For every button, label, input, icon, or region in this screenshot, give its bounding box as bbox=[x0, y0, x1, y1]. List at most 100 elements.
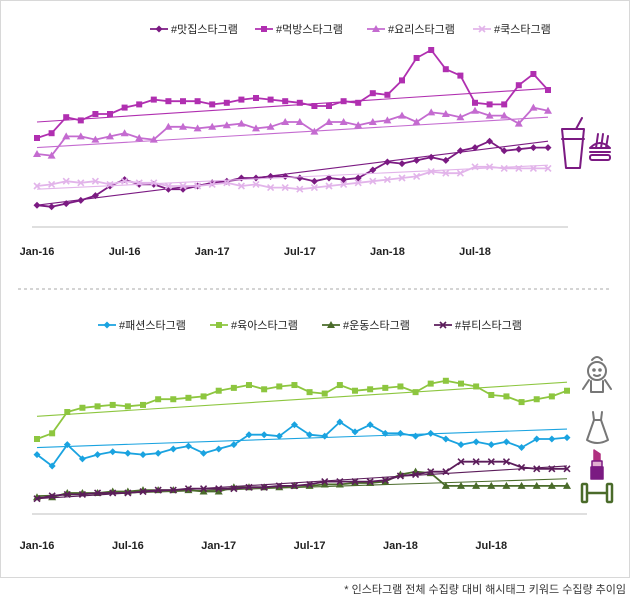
data-point bbox=[398, 160, 406, 168]
data-point bbox=[281, 184, 289, 192]
data-point bbox=[34, 135, 40, 141]
data-point bbox=[396, 429, 404, 437]
series-1 bbox=[33, 137, 552, 211]
data-point bbox=[517, 481, 526, 489]
data-point bbox=[351, 428, 359, 436]
data-point bbox=[515, 82, 522, 89]
data-point bbox=[412, 432, 420, 440]
data-point bbox=[261, 386, 268, 393]
data-point bbox=[529, 144, 537, 152]
data-point bbox=[200, 485, 208, 493]
data-point bbox=[457, 441, 465, 449]
data-point bbox=[194, 182, 202, 190]
legend-marker bbox=[327, 321, 335, 328]
data-point bbox=[532, 481, 541, 489]
drink-food-icon bbox=[561, 117, 611, 169]
data-point bbox=[501, 101, 508, 108]
legend-marker bbox=[372, 25, 380, 32]
data-point bbox=[529, 103, 538, 111]
data-point bbox=[208, 122, 217, 130]
x-tick-label: Jul-18 bbox=[475, 540, 507, 552]
data-point bbox=[530, 71, 537, 77]
data-point bbox=[296, 99, 303, 106]
data-point bbox=[306, 480, 314, 489]
data-point bbox=[321, 390, 328, 397]
data-point bbox=[199, 487, 208, 495]
data-point bbox=[442, 66, 449, 73]
data-point bbox=[563, 481, 571, 489]
data-point bbox=[106, 180, 114, 188]
data-point bbox=[310, 127, 319, 135]
baby-icon bbox=[582, 356, 612, 393]
data-point bbox=[533, 435, 541, 443]
legend-marker bbox=[439, 321, 447, 329]
data-point bbox=[63, 441, 71, 449]
data-point bbox=[428, 47, 435, 53]
data-point bbox=[180, 98, 186, 105]
data-point bbox=[472, 438, 480, 446]
data-point bbox=[276, 383, 283, 390]
x-tick-label: Jan-18 bbox=[370, 246, 405, 258]
series-line bbox=[36, 460, 567, 500]
data-point bbox=[64, 409, 71, 416]
data-point bbox=[533, 465, 541, 473]
data-point bbox=[253, 95, 259, 101]
data-point bbox=[544, 164, 552, 172]
data-point bbox=[369, 90, 376, 97]
chart-panel-lifestyle: Jan-16 Jul-16 Jan-17 Jul-17 Jan-18 Jul-18 #패션스… bbox=[20, 319, 587, 552]
data-point bbox=[563, 465, 571, 473]
data-point bbox=[518, 463, 526, 471]
data-point bbox=[275, 482, 283, 490]
data-point bbox=[291, 382, 298, 389]
legend-label: #운동스타그램 bbox=[343, 319, 410, 332]
data-point bbox=[502, 481, 511, 489]
data-point bbox=[94, 451, 102, 459]
data-point bbox=[367, 386, 374, 393]
data-point bbox=[193, 124, 202, 132]
x-tick-label: Jul-17 bbox=[284, 246, 316, 258]
chart-panel-food: Jan-16 Jul-16 Jan-17 Jul-17 Jan-18 Jul-18 #맛집스… bbox=[20, 23, 568, 258]
data-point bbox=[456, 147, 464, 155]
data-point bbox=[310, 184, 318, 192]
data-point bbox=[275, 432, 283, 440]
data-point bbox=[267, 96, 274, 103]
data-point bbox=[149, 135, 158, 143]
data-point bbox=[564, 387, 570, 394]
legend-marker bbox=[261, 26, 267, 32]
data-point bbox=[77, 196, 85, 204]
data-point bbox=[94, 403, 101, 410]
data-point bbox=[382, 384, 389, 391]
data-point bbox=[215, 445, 223, 453]
data-point bbox=[290, 421, 298, 429]
data-point bbox=[150, 179, 158, 187]
data-point bbox=[369, 177, 377, 185]
data-point bbox=[245, 431, 253, 439]
data-point bbox=[230, 485, 238, 493]
data-point bbox=[92, 111, 99, 117]
data-point bbox=[335, 480, 344, 488]
data-point bbox=[383, 158, 391, 166]
data-point bbox=[48, 203, 56, 211]
data-point bbox=[369, 166, 377, 174]
data-point bbox=[486, 137, 494, 145]
data-point bbox=[200, 449, 208, 457]
legend-marker bbox=[103, 321, 111, 329]
data-point bbox=[165, 98, 172, 105]
legend-item: #쿡스타그램 bbox=[473, 23, 551, 36]
data-point bbox=[340, 98, 347, 105]
data-point bbox=[222, 121, 231, 129]
legend-label: #뷰티스타그램 bbox=[455, 319, 522, 332]
data-point bbox=[547, 481, 556, 489]
data-point bbox=[49, 430, 56, 437]
data-point bbox=[184, 485, 192, 493]
data-point bbox=[413, 172, 421, 180]
data-point bbox=[296, 174, 304, 182]
data-point bbox=[91, 135, 100, 143]
data-point bbox=[442, 169, 450, 177]
data-point bbox=[366, 478, 374, 486]
data-point bbox=[124, 449, 132, 457]
data-point bbox=[94, 489, 102, 497]
data-point bbox=[184, 442, 192, 450]
data-point bbox=[33, 201, 41, 209]
trend-line bbox=[36, 428, 568, 449]
